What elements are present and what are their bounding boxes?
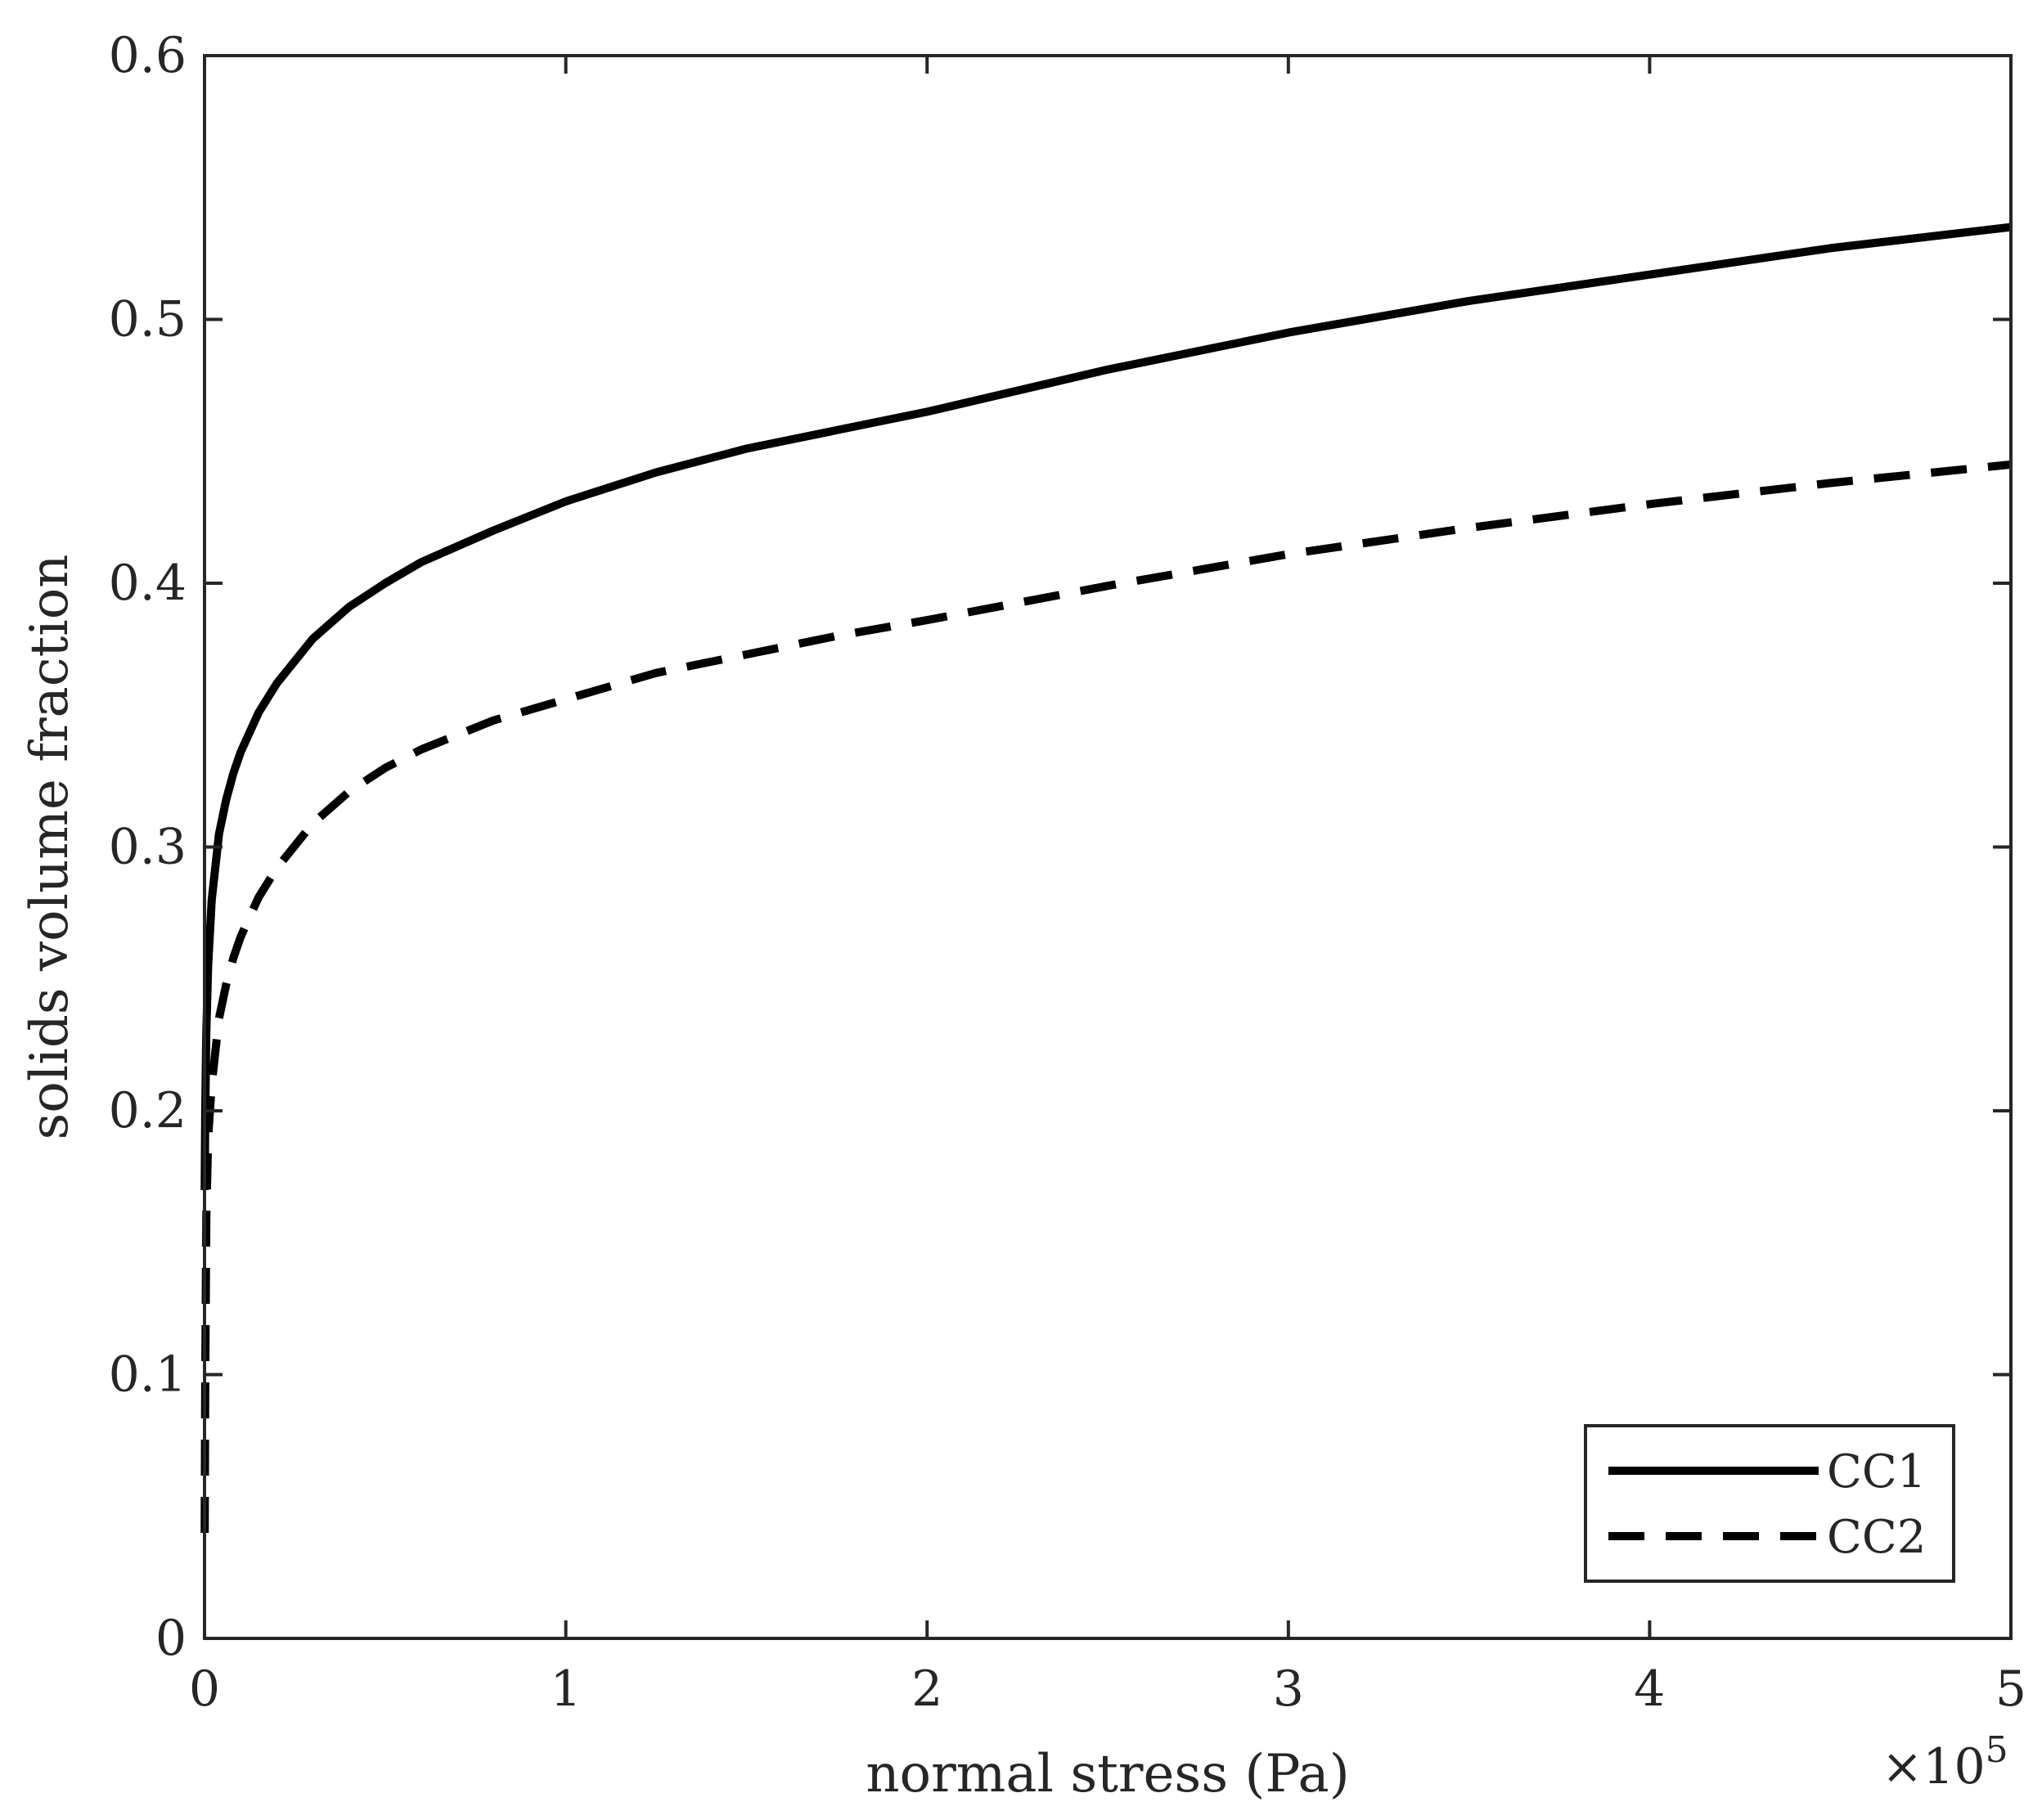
x-axis-exponent: ×105 (1882, 1729, 2008, 1795)
x-axis-exponent-base: ×10 (1882, 1738, 1986, 1795)
legend-label-cc2: CC2 (1827, 1511, 1926, 1564)
plot-area (200, 222, 2012, 1534)
x-tick-label: 1 (551, 1660, 582, 1718)
y-axis-label: solids volume fraction (20, 555, 80, 1140)
series-line-cc1 (200, 222, 2012, 1190)
x-tick-label: 4 (1634, 1660, 1665, 1718)
y-tick-label: 0.4 (109, 555, 187, 612)
x-tick-label: 3 (1273, 1660, 1304, 1718)
y-tick-label: 0.3 (109, 819, 187, 876)
y-tick-label: 0 (155, 1610, 187, 1667)
legend-label-cc1: CC1 (1827, 1445, 1926, 1499)
x-tick-label: 0 (189, 1660, 220, 1718)
x-axis-exponent-power: 5 (1986, 1729, 2008, 1771)
axes: 0 1 2 3 4 5 0 0.1 0.2 0.3 0.4 0.5 0.6 (109, 27, 2027, 1718)
series-line-cc2 (200, 460, 2012, 1534)
x-tick-label: 5 (1995, 1660, 2026, 1718)
legend-box (1584, 1424, 1955, 1583)
y-tick-label: 0.5 (109, 291, 187, 348)
y-tick-label: 0.6 (109, 27, 187, 84)
x-axis-label: normal stress (Pa) (866, 1744, 1349, 1804)
x-tick-label: 2 (911, 1660, 942, 1718)
y-tick-label: 0.2 (109, 1082, 187, 1139)
y-tick-label: 0.1 (109, 1346, 187, 1404)
